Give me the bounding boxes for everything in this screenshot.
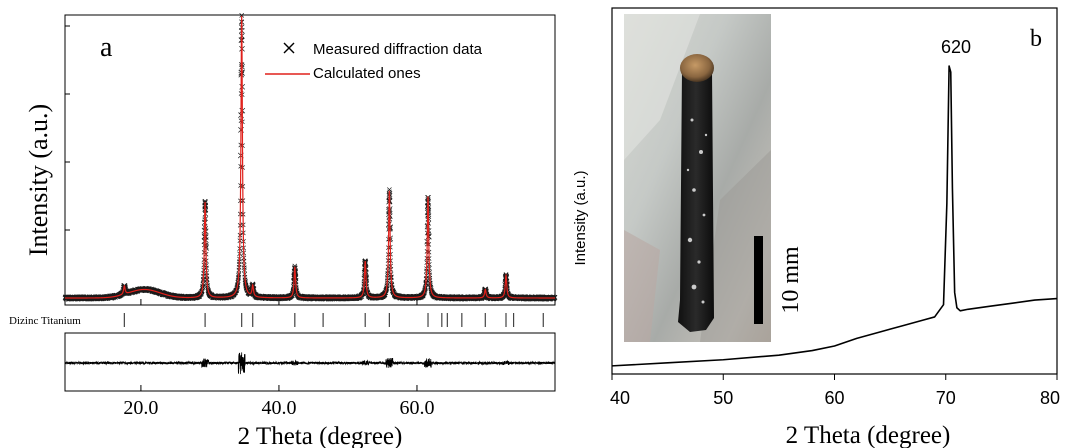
phase-label: Dizinc Titanium xyxy=(9,315,81,327)
panel-a-y-axis-label: Intensity (a.u.) xyxy=(24,104,53,256)
panel-a-x-tick-label: 40.0 xyxy=(261,397,296,419)
panel-a-x-tick-label: 20.0 xyxy=(123,397,158,419)
sample-rod xyxy=(678,70,714,332)
sample-cap xyxy=(680,54,714,82)
panel-a-x-tick-labels: 20.0 40.0 60.0 xyxy=(123,397,434,419)
series-xrd-pattern xyxy=(611,65,1058,367)
series-measured xyxy=(62,13,558,302)
panel-a-y-ticks xyxy=(65,25,70,231)
panel-b-label: b xyxy=(1030,26,1042,52)
panel-a-label: a xyxy=(100,32,113,63)
bragg-ticks xyxy=(123,313,544,327)
legend-marker-measured xyxy=(283,42,295,54)
panel-b-x-tick-label: 60 xyxy=(824,388,844,408)
sample-photo-inset: 10 mm xyxy=(624,14,804,342)
panel-b-x-tick-label: 40 xyxy=(610,388,630,408)
panel-a-x-axis-label: 2 Theta (degree) xyxy=(238,423,403,448)
difference-curve xyxy=(64,352,556,375)
panel-b-y-axis-label: Intensity (a.u.) xyxy=(572,170,589,265)
panel-a-curves xyxy=(62,13,558,302)
panel-b: 40 50 60 70 80 620 b Intensity (a.u.) 2 Thet… xyxy=(572,7,1060,448)
panel-a-legend: Measured diffraction data Calculated one… xyxy=(265,41,483,82)
panel-a-plot-frame xyxy=(64,14,556,306)
peak-label-620: 620 xyxy=(941,37,971,57)
legend-label-measured: Measured diffraction data xyxy=(313,41,483,58)
panel-b-x-tick-label: 50 xyxy=(713,388,733,408)
difference-series xyxy=(64,352,556,375)
panel-b-curve xyxy=(611,65,1058,367)
scale-bar xyxy=(754,236,763,324)
panel-a-x-tick-label: 60.0 xyxy=(399,397,434,419)
legend-label-calculated: Calculated ones xyxy=(313,65,421,82)
scale-bar-label: 10 mm xyxy=(778,246,804,314)
panel-b-x-ticks: 40 50 60 70 80 xyxy=(610,374,1060,408)
panel-b-x-axis-label: 2 Theta (degree) xyxy=(786,422,951,448)
series-calculated xyxy=(65,15,555,299)
panel-b-x-tick-label: 70 xyxy=(936,388,956,408)
panel-b-x-tick-label: 80 xyxy=(1040,388,1060,408)
difference-panel-frame xyxy=(64,332,556,392)
panel-a-x-ticks xyxy=(140,299,418,391)
panel-a: a Measured diffraction data Calculated o… xyxy=(9,13,558,448)
